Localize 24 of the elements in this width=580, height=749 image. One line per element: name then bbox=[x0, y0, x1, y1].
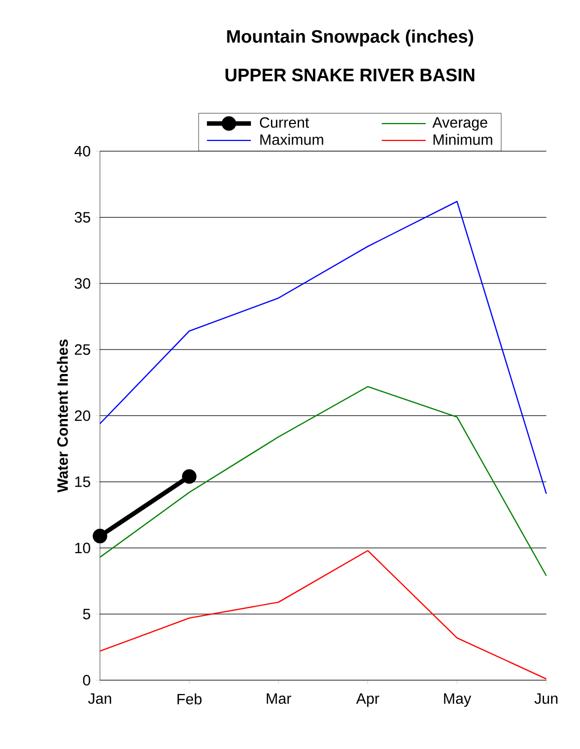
line-series bbox=[99, 200, 547, 494]
y-tick-label: 20 bbox=[74, 410, 90, 422]
x-tick-label: Feb bbox=[178, 693, 202, 704]
y-tick-label: 40 bbox=[74, 146, 90, 157]
y-axis-title: Water Content Inches bbox=[56, 340, 68, 493]
x-tick-label: May bbox=[444, 693, 472, 707]
x-tick-label: Apr bbox=[356, 693, 380, 707]
y-tick-label: 5 bbox=[83, 608, 90, 620]
chart-subtitle: UPPER SNAKE RIVER BASIN bbox=[226, 68, 474, 82]
y-tick-label: 25 bbox=[74, 344, 90, 355]
chart-title: Mountain Snowpack (inches) bbox=[227, 30, 474, 46]
y-tick-label: 15 bbox=[75, 476, 90, 488]
x-tick-label: Jun bbox=[534, 693, 558, 704]
x-tick-label: Mar bbox=[266, 693, 292, 704]
line-series bbox=[99, 386, 547, 576]
y-tick-label: 30 bbox=[74, 278, 90, 289]
legend-label: Current bbox=[260, 117, 310, 128]
y-tick-label: 0 bbox=[83, 674, 90, 686]
x-tick-label: Jan bbox=[88, 693, 112, 704]
legend-label: Minimum bbox=[434, 134, 492, 145]
legend-label: Average bbox=[432, 117, 488, 131]
y-tick-label: 10 bbox=[75, 542, 90, 554]
y-tick-label: 35 bbox=[74, 212, 90, 223]
legend-label: Maximum bbox=[260, 134, 324, 145]
